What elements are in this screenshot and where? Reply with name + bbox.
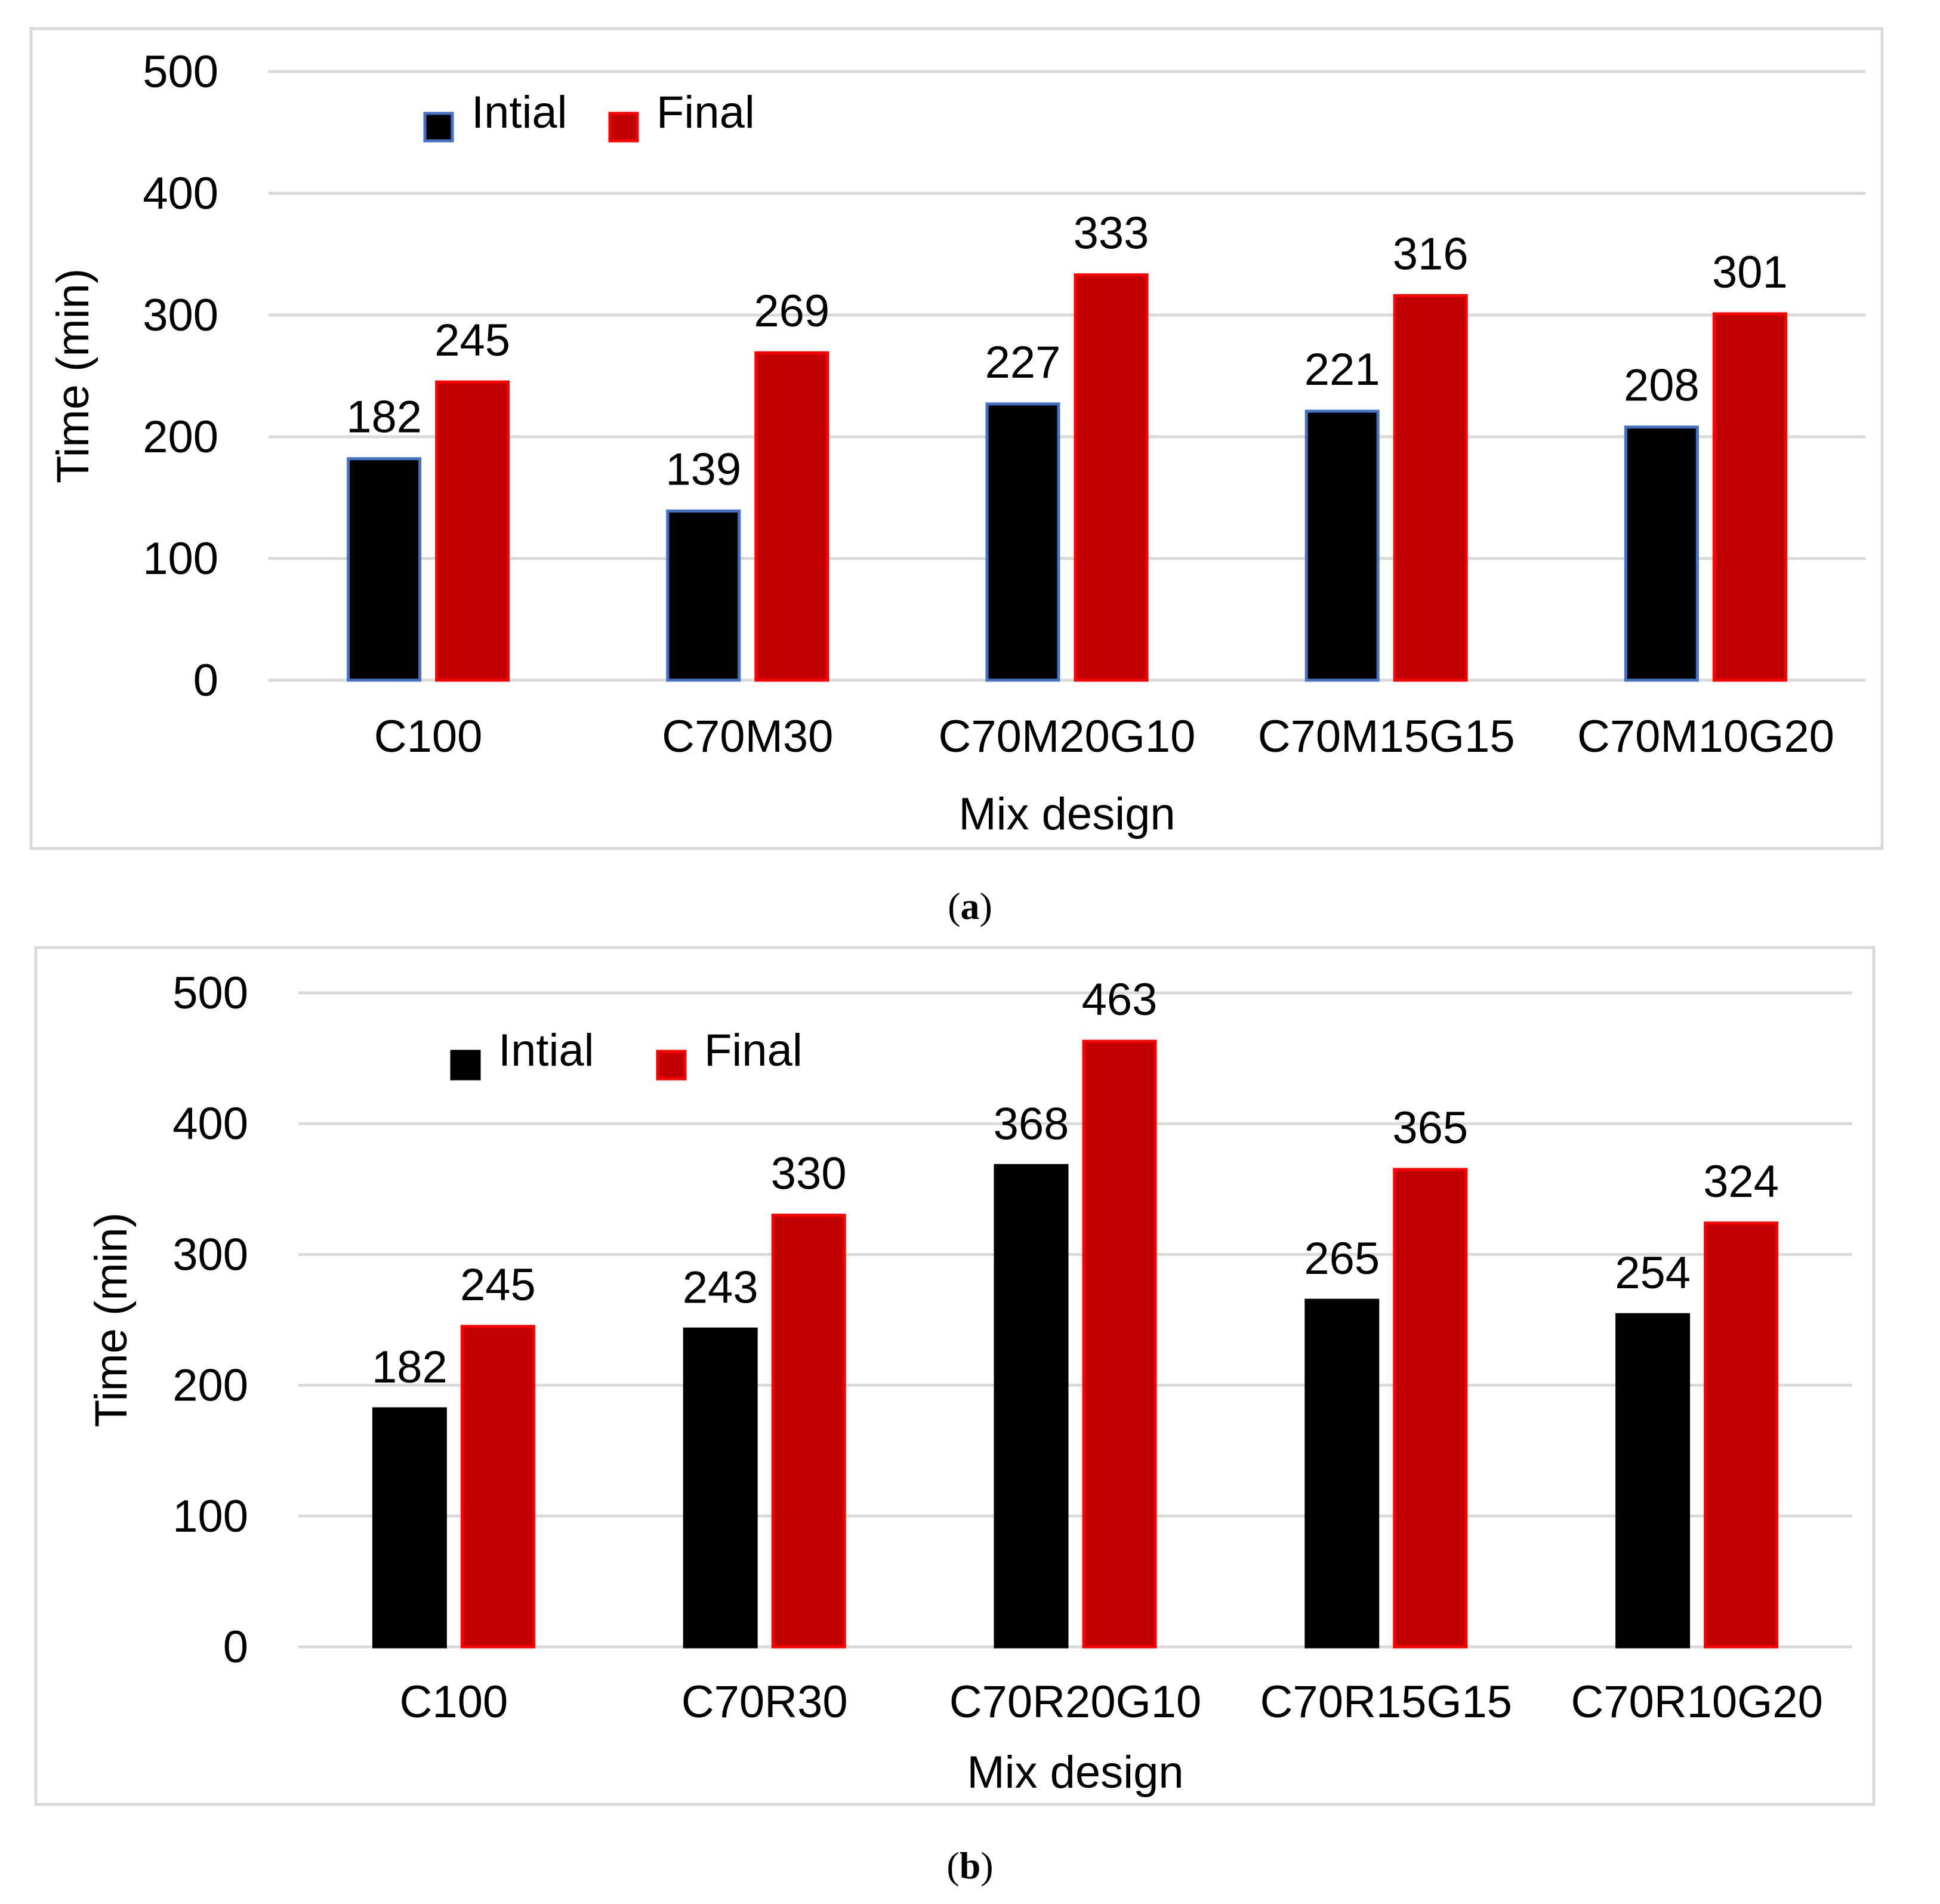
data-label: 463 bbox=[1082, 974, 1158, 1025]
data-label: 316 bbox=[1393, 229, 1469, 279]
y-tick-label: 300 bbox=[172, 1229, 248, 1280]
y-tick-label: 0 bbox=[223, 1622, 248, 1672]
x-category-label: C70M30 bbox=[662, 711, 833, 762]
caption-b: (b) bbox=[946, 1844, 994, 1887]
data-label: 243 bbox=[683, 1262, 758, 1313]
bar-intial-c100 bbox=[347, 457, 422, 682]
bar-final-c70r15g15 bbox=[1393, 1168, 1468, 1649]
data-label: 365 bbox=[1392, 1103, 1468, 1153]
chart-frame bbox=[34, 946, 1876, 1806]
bar-final-c70r20g10 bbox=[1082, 1039, 1157, 1649]
data-label: 245 bbox=[460, 1260, 536, 1310]
y-tick-label: 0 bbox=[193, 655, 218, 706]
y-tick-label: 400 bbox=[172, 1098, 248, 1149]
data-label: 182 bbox=[346, 392, 422, 443]
bar-intial-c100 bbox=[372, 1407, 447, 1649]
chart-frame bbox=[29, 27, 1884, 850]
legend-label-final: Final bbox=[656, 87, 755, 138]
data-label: 182 bbox=[372, 1342, 448, 1393]
y-tick-label: 100 bbox=[172, 1491, 248, 1542]
x-category-label: C100 bbox=[400, 1677, 508, 1727]
data-label: 139 bbox=[665, 444, 741, 495]
data-label: 245 bbox=[434, 315, 510, 366]
bar-final-c70m15g15 bbox=[1393, 294, 1468, 682]
data-label: 221 bbox=[1304, 344, 1380, 395]
bar-intial-c70r15g15 bbox=[1304, 1298, 1380, 1649]
x-category-label: C70M10G20 bbox=[1577, 711, 1834, 762]
y-tick-label: 500 bbox=[172, 968, 248, 1019]
data-label: 254 bbox=[1615, 1248, 1691, 1298]
data-label: 301 bbox=[1712, 247, 1788, 298]
caption-b-label: b bbox=[959, 1844, 981, 1887]
data-label: 227 bbox=[985, 337, 1061, 388]
bar-intial-c70m10g20 bbox=[1624, 425, 1699, 682]
bar-final-c70m10g20 bbox=[1712, 312, 1787, 682]
data-label: 368 bbox=[994, 1098, 1069, 1149]
bar-final-c70m20g10 bbox=[1074, 273, 1149, 682]
bar-final-c70r10g20 bbox=[1704, 1221, 1779, 1649]
bar-intial-c70r20g10 bbox=[994, 1164, 1069, 1649]
x-category-label: C70M15G15 bbox=[1258, 711, 1515, 762]
y-tick-label: 100 bbox=[143, 533, 218, 584]
bar-final-c100 bbox=[460, 1325, 535, 1649]
bar-intial-c70m15g15 bbox=[1304, 409, 1380, 682]
legend-label-intial: Intial bbox=[471, 87, 567, 138]
y-tick-label: 200 bbox=[143, 412, 218, 462]
bar-final-c100 bbox=[435, 380, 510, 682]
data-label: 208 bbox=[1624, 360, 1700, 411]
x-category-label: C70R20G10 bbox=[949, 1677, 1202, 1727]
bar-final-c70r30 bbox=[771, 1214, 846, 1649]
x-category-label: C70R15G15 bbox=[1260, 1677, 1513, 1727]
x-category-label: C70R30 bbox=[681, 1677, 848, 1727]
legend-swatch-intial bbox=[450, 1050, 481, 1081]
bar-intial-c70m20g10 bbox=[985, 402, 1060, 682]
legend-label-intial: Intial bbox=[498, 1025, 594, 1076]
y-tick-label: 300 bbox=[143, 290, 218, 341]
x-axis-title: Mix design bbox=[958, 789, 1175, 840]
x-category-label: C70M20G10 bbox=[939, 711, 1196, 762]
y-tick-label: 400 bbox=[143, 168, 218, 219]
data-label: 269 bbox=[754, 286, 829, 337]
y-tick-label: 200 bbox=[172, 1360, 248, 1411]
x-category-label: C100 bbox=[374, 711, 483, 762]
legend-label-final: Final bbox=[704, 1025, 803, 1076]
caption-a-label: a bbox=[960, 885, 980, 927]
y-axis-title: Time (min) bbox=[86, 1212, 137, 1427]
bar-intial-c70m30 bbox=[666, 509, 741, 682]
bar-final-c70m30 bbox=[754, 351, 829, 682]
data-label: 333 bbox=[1074, 208, 1149, 259]
legend-swatch-final bbox=[608, 112, 639, 143]
y-tick-label: 500 bbox=[143, 47, 218, 97]
data-label: 324 bbox=[1703, 1156, 1779, 1207]
legend-swatch-final bbox=[656, 1050, 687, 1081]
data-label: 265 bbox=[1304, 1233, 1380, 1284]
data-label: 330 bbox=[771, 1149, 847, 1199]
bar-intial-c70r30 bbox=[683, 1327, 758, 1649]
x-category-label: C70R10G20 bbox=[1571, 1677, 1823, 1727]
caption-a: (a) bbox=[948, 885, 992, 927]
y-axis-title: Time (min) bbox=[48, 269, 98, 483]
legend-swatch-intial bbox=[423, 112, 454, 143]
bar-intial-c70r10g20 bbox=[1615, 1313, 1691, 1649]
x-axis-title: Mix design bbox=[967, 1747, 1183, 1798]
